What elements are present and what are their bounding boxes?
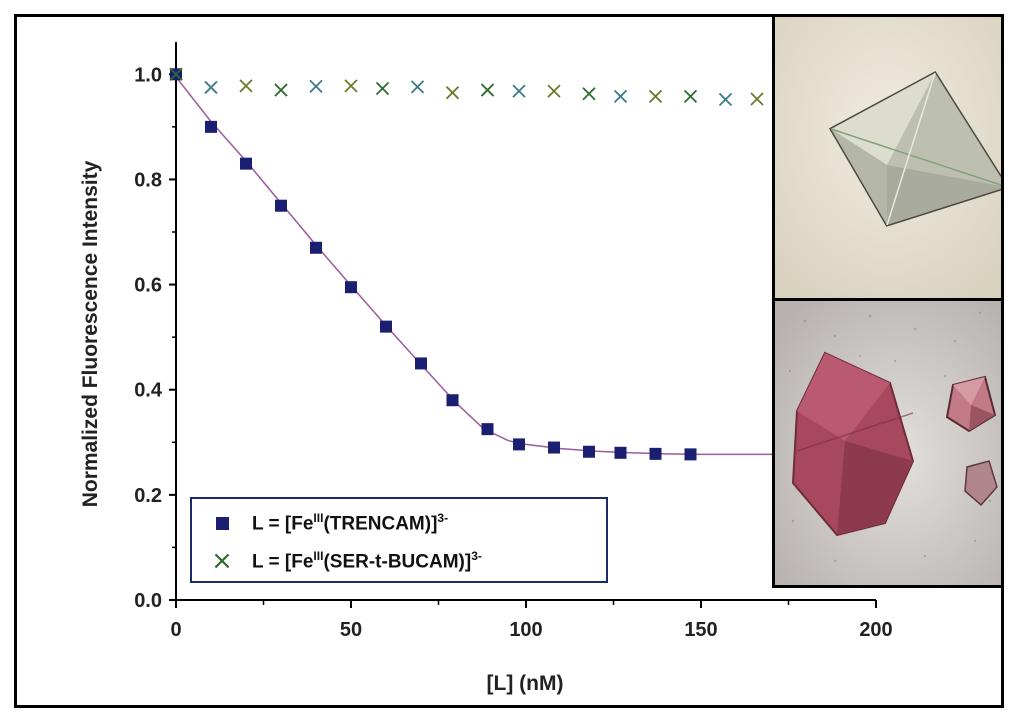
red-crystals-image [775, 301, 1001, 585]
y-tick-label: 0.8 [134, 169, 162, 191]
legend-label-ser-t-bucam: L = [FeIII(SER-t-BUCAM)]3- [252, 548, 482, 573]
x-axis-label: [L] (nM) [487, 672, 564, 695]
point-ser-t-bucam [582, 87, 596, 101]
point-ser-t-bucam [445, 86, 460, 100]
point-ser-t-bucam [344, 79, 358, 93]
legend-label-trencam: L = [FeIII(TRENCAM)]3- [252, 510, 449, 535]
point-ser-t-bucam [750, 92, 764, 106]
x-tick-label: 100 [509, 619, 542, 641]
point-trencam [310, 241, 322, 254]
point-ser-t-bucam [169, 67, 183, 81]
x-tick-label: 50 [340, 619, 362, 641]
octahedral-crystal-image [775, 17, 1001, 301]
point-ser-t-bucam [648, 89, 663, 104]
point-ser-t-bucam [239, 79, 253, 93]
legend-entry-ser-t-bucam: × L = [FeIII(SER-t-BUCAM)]3- [192, 543, 606, 579]
x-tick-label: 150 [684, 619, 717, 641]
fit-curve [175, 76, 789, 456]
point-ser-t-bucam [309, 79, 323, 94]
point-trencam [345, 281, 357, 294]
point-trencam [415, 357, 427, 370]
point-trencam [481, 423, 494, 436]
point-ser-t-bucam [512, 84, 526, 98]
point-ser-t-bucam [613, 89, 628, 104]
point-trencam [380, 320, 392, 333]
point-trencam [614, 446, 627, 459]
x-tick-label: 0 [170, 619, 181, 641]
point-ser-t-bucam [375, 81, 390, 96]
y-tick-label: 0.6 [134, 275, 162, 297]
x-marker-icon: × [211, 546, 233, 576]
x-tick-label: 200 [859, 619, 892, 641]
y-tick-label: 1.0 [134, 64, 162, 86]
legend: L = [FeIII(TRENCAM)]3- × L = [FeIII(SER-… [190, 497, 608, 583]
point-ser-t-bucam [480, 83, 495, 97]
y-tick-label: 0.4 [134, 380, 163, 402]
y-tick-label: 0.2 [134, 485, 162, 507]
point-ser-t-bucam [274, 83, 288, 97]
data-marks [169, 67, 764, 461]
crystal-photo-top [772, 14, 1004, 304]
point-trencam [205, 120, 217, 133]
point-trencam [583, 445, 595, 458]
point-trencam [240, 157, 252, 170]
point-trencam [446, 394, 459, 407]
point-ser-t-bucam [718, 92, 733, 107]
point-trencam [548, 441, 560, 454]
crystal-photo-bottom [772, 298, 1004, 588]
square-marker-icon [215, 516, 229, 530]
legend-entry-trencam: L = [FeIII(TRENCAM)]3- [192, 505, 606, 541]
fit-line [175, 76, 789, 456]
axes: 0.0 0.2 0.4 0.6 0.8 1.0 0 50 100 150 200 [134, 42, 893, 641]
y-axis-label: Normalized Fluorescence Intensity [79, 160, 102, 507]
fit-line-overlay [175, 76, 789, 455]
point-ser-t-bucam [204, 80, 218, 95]
y-tick-label: 0.0 [134, 590, 162, 612]
point-trencam [649, 447, 662, 460]
point-trencam [513, 438, 525, 451]
point-ser-t-bucam [410, 80, 425, 94]
point-ser-t-bucam [683, 89, 698, 104]
point-trencam [684, 448, 697, 461]
point-trencam [275, 199, 287, 212]
point-ser-t-bucam [547, 84, 561, 98]
